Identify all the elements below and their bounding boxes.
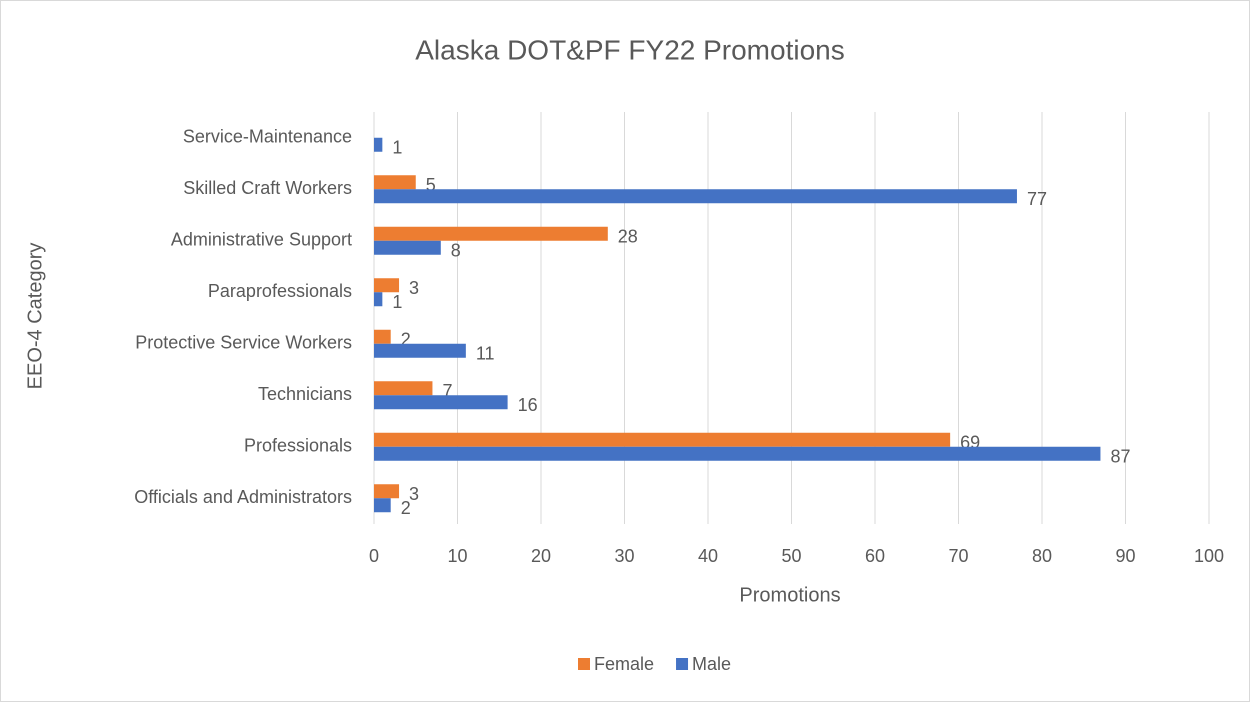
y-tick-label: Officials and Administrators (134, 487, 352, 507)
data-label: 1 (392, 138, 402, 158)
data-label: 11 (476, 344, 495, 364)
data-label: 8 (451, 241, 461, 261)
bar (374, 240, 441, 255)
bar (374, 484, 400, 499)
bar (374, 343, 466, 358)
data-label: 2 (401, 330, 411, 350)
x-tick-label: 50 (781, 546, 801, 566)
bar (374, 189, 1017, 204)
data-label: 87 (1110, 447, 1130, 467)
x-tick-label: 60 (865, 546, 885, 566)
y-tick-label: Service-Maintenance (183, 127, 352, 147)
chart-title: Alaska DOT&PF FY22 Promotions (415, 34, 844, 65)
data-label: 7 (442, 381, 452, 401)
x-tick-label: 70 (948, 546, 968, 566)
data-label: 3 (409, 278, 419, 298)
x-tick-label: 100 (1194, 546, 1224, 566)
bar (374, 292, 383, 307)
bar (374, 395, 508, 410)
legend-label: Male (692, 654, 731, 674)
bar (374, 381, 433, 396)
x-tick-label: 80 (1032, 546, 1052, 566)
data-label: 5 (426, 175, 436, 195)
bar (374, 446, 1101, 461)
bar (374, 498, 391, 513)
y-tick-label: Technicians (258, 384, 352, 404)
x-tick-label: 30 (614, 546, 634, 566)
bar (374, 278, 400, 293)
y-tick-label: Paraprofessionals (208, 281, 352, 301)
bar (374, 137, 383, 152)
y-tick-label: Professionals (244, 436, 352, 456)
data-label: 1 (392, 292, 402, 312)
y-tick-label: Administrative Support (171, 230, 352, 250)
y-tick-label: Skilled Craft Workers (183, 178, 352, 198)
bar (374, 175, 416, 190)
data-label: 2 (401, 498, 411, 518)
x-tick-label: 40 (698, 546, 718, 566)
bar (374, 432, 951, 447)
x-tick-label: 20 (531, 546, 551, 566)
y-axis-title: EEO-4 Category (24, 243, 46, 390)
y-tick-label: Protective Service Workers (135, 333, 352, 353)
data-label: 3 (409, 484, 419, 504)
x-axis-title: Promotions (739, 584, 840, 606)
x-tick-label: 10 (447, 546, 467, 566)
bar (374, 329, 391, 344)
x-tick-label: 0 (369, 546, 379, 566)
legend-label: Female (594, 654, 654, 674)
x-tick-label: 90 (1115, 546, 1135, 566)
data-label: 77 (1027, 189, 1047, 209)
data-label: 28 (618, 227, 638, 247)
data-label: 16 (518, 395, 538, 415)
legend-swatch (676, 658, 689, 670)
bar (374, 226, 608, 241)
legend-swatch (578, 658, 590, 670)
